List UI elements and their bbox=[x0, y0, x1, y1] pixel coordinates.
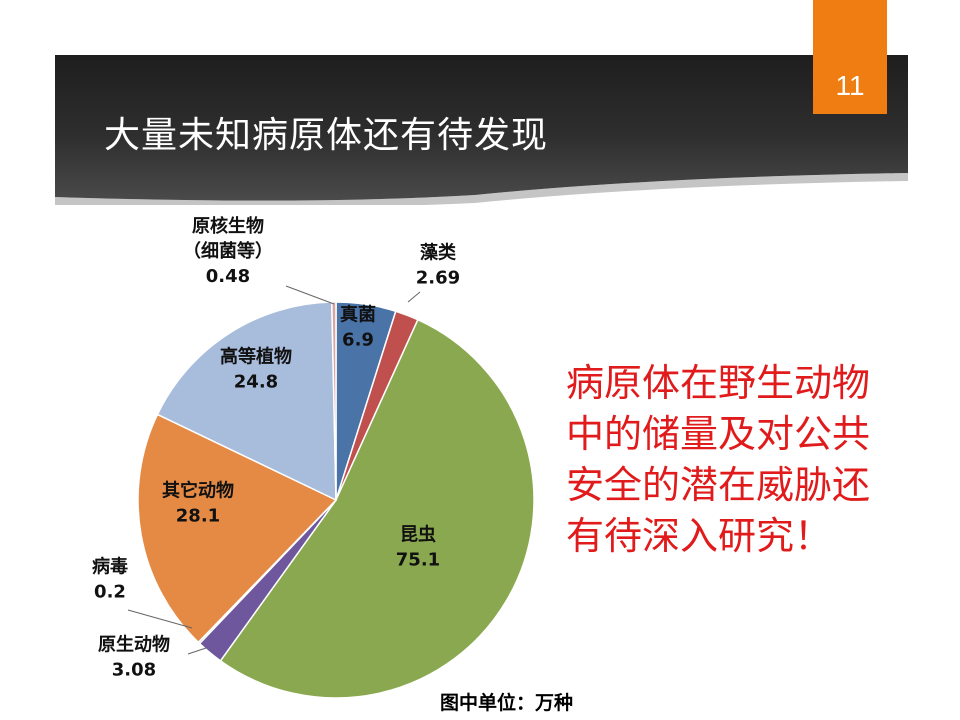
slice-value-label: 6.9 bbox=[342, 330, 374, 351]
slice-value-label: 24.8 bbox=[234, 372, 278, 393]
pie-labels: 真菌 6.9 藻类 2.69 昆虫 75.1 原生动物 3.08 病毒 0.2 其它动物 28.1 高等… bbox=[92, 215, 460, 681]
title-band bbox=[55, 55, 908, 205]
slice-value-label: 28.1 bbox=[176, 506, 220, 527]
slice-category-label: 昆虫 bbox=[400, 524, 436, 546]
unit-note: 图中单位：万种 bbox=[440, 692, 574, 714]
leader-line bbox=[285, 285, 335, 305]
leader-line bbox=[187, 647, 207, 655]
pie-slice bbox=[156, 301, 337, 502]
callout-text: 病原体在野生动物 中的储量及对公共 安全的潜在威胁还 有待深入研究！ bbox=[566, 358, 926, 562]
pie-slices bbox=[137, 301, 535, 699]
slice-value-label: 3.08 bbox=[112, 660, 156, 681]
slice-category-label: （细菌等） bbox=[183, 240, 273, 262]
slice-category-label: 真菌 bbox=[340, 304, 376, 326]
callout-line: 安全的潜在威胁还 bbox=[566, 463, 871, 507]
callout-line: 有待深入研究！ bbox=[566, 514, 833, 558]
page-number: 11 bbox=[835, 70, 865, 101]
slice-category-label: 原核生物 bbox=[192, 215, 264, 237]
slice-value-label: 75.1 bbox=[396, 550, 440, 571]
callout-line: 中的储量及对公共 bbox=[566, 412, 871, 456]
slice-category-label: 病毒 bbox=[92, 556, 128, 578]
leader-line bbox=[407, 291, 421, 303]
slice-category-label: 高等植物 bbox=[220, 346, 292, 368]
slice-value-label: 0.2 bbox=[94, 582, 126, 603]
slice-value-label: 0.48 bbox=[206, 266, 250, 287]
slice-value-label: 2.69 bbox=[416, 268, 460, 289]
page-number-tab: 11 bbox=[813, 0, 887, 114]
leader-line bbox=[127, 609, 193, 629]
pie-slice bbox=[219, 318, 535, 699]
callout-line: 病原体在野生动物 bbox=[566, 361, 871, 405]
pie-slice bbox=[331, 301, 337, 501]
slice-category-label: 其它动物 bbox=[162, 480, 234, 502]
pie-leader-lines bbox=[127, 285, 421, 655]
slide-title: 大量未知病原体还有待发现 bbox=[104, 115, 549, 156]
slice-category-label: 原生动物 bbox=[98, 634, 170, 656]
pie-slice bbox=[137, 413, 338, 644]
slice-category-label: 藻类 bbox=[420, 242, 457, 264]
